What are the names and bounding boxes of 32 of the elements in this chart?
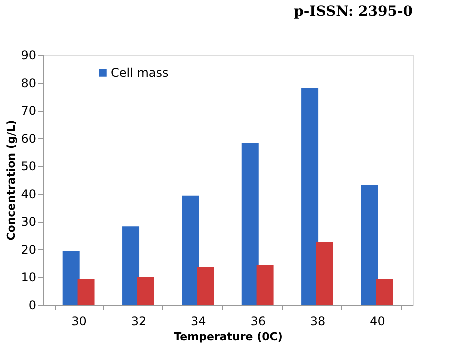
y-tick-label: 30 (21, 215, 36, 230)
bar (256, 266, 274, 305)
y-tick-label: 90 (21, 48, 36, 62)
x-tick-label: 30 (72, 314, 87, 328)
bar (361, 185, 378, 305)
bar (182, 196, 200, 305)
y-tick-label: 40 (21, 187, 36, 202)
bar (78, 279, 95, 305)
y-tick-label: 0 (28, 298, 36, 312)
bar (302, 88, 319, 305)
text: p-ISSN: 2395-0 (294, 4, 414, 20)
x-tick-label: 34 (191, 314, 206, 328)
bar (197, 268, 214, 305)
y-tick-label: 60 (21, 132, 36, 146)
legend-label: Cell mass (111, 66, 169, 80)
y-tick-label: 10 (21, 270, 36, 285)
x-tick-label: 38 (310, 314, 326, 328)
bar (137, 277, 154, 305)
y-tick-label: 50 (21, 160, 36, 174)
bar (122, 226, 140, 305)
y-axis-title: Concentration (g/L) (5, 120, 18, 241)
bar (242, 143, 259, 305)
x-axis-title: Temperature (0C) (174, 330, 283, 344)
x-tick-label: 32 (131, 314, 147, 328)
y-tick-label: 80 (21, 76, 36, 90)
bar (62, 251, 80, 305)
bar (316, 242, 334, 305)
x-tick-label: 36 (250, 314, 266, 328)
y-tick-label: 70 (21, 104, 36, 118)
y-tick-label: 20 (21, 242, 36, 257)
bar (376, 279, 394, 305)
x-tick-label: 40 (370, 314, 386, 328)
